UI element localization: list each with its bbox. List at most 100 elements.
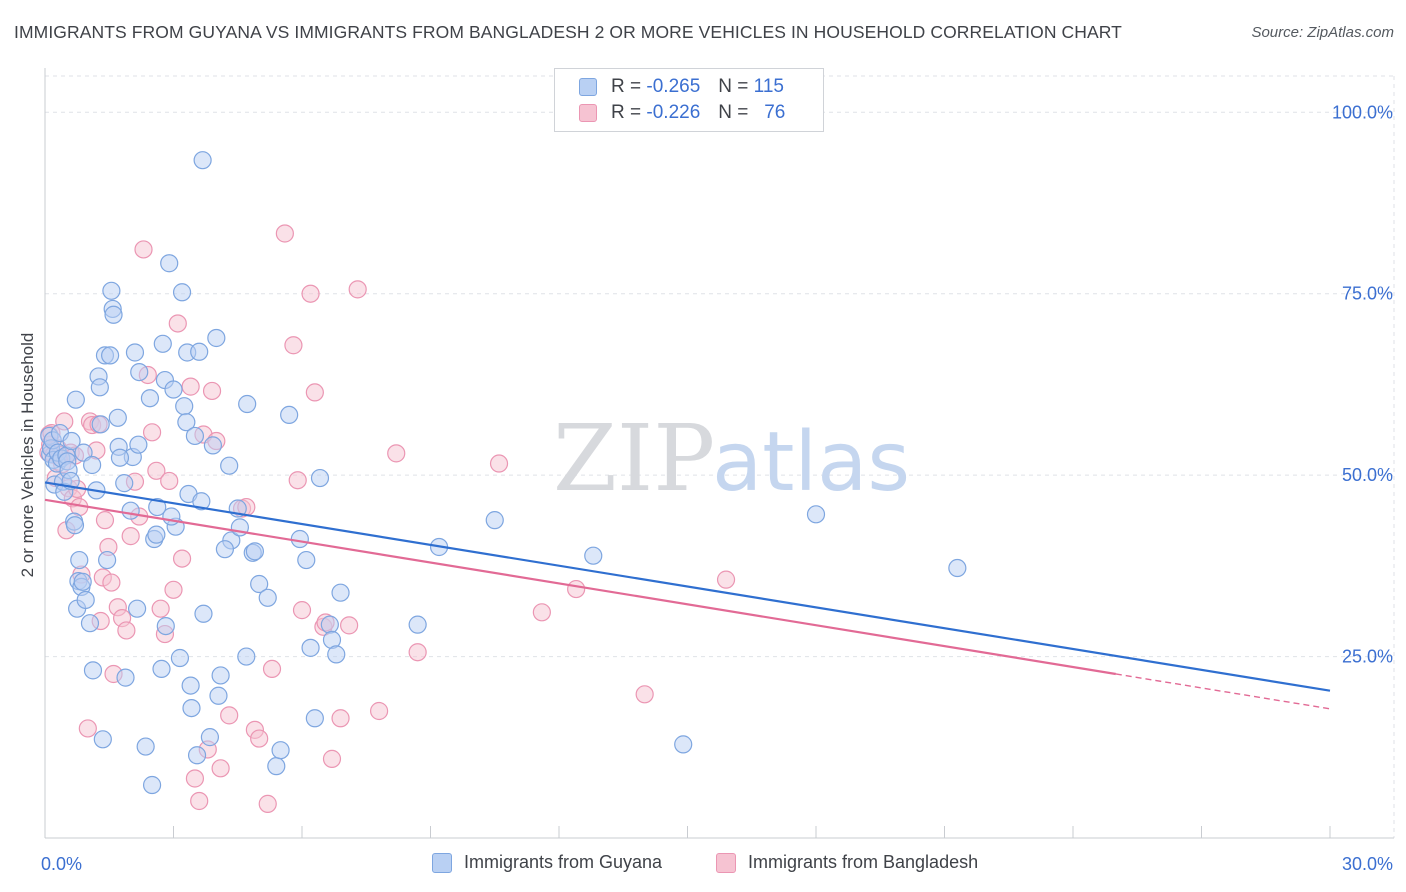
legend-n-label: N = xyxy=(718,102,749,123)
bangladesh-point xyxy=(78,719,97,738)
guyana-point xyxy=(83,455,102,475)
guyana-point xyxy=(177,413,196,432)
bangladesh-point xyxy=(322,749,342,768)
guyana-point xyxy=(73,572,92,591)
bangladesh-point xyxy=(284,336,303,355)
bangladesh-point xyxy=(288,471,307,490)
guyana-point xyxy=(327,645,346,664)
guyana-point xyxy=(301,638,320,657)
guyana-point xyxy=(258,588,277,607)
guyana-point xyxy=(237,647,256,666)
bangladesh-point xyxy=(142,423,162,442)
bangladesh-point xyxy=(185,769,205,788)
y-tick-label: 75.0% xyxy=(1342,284,1393,304)
x-tick-labels: 0.0% 30.0% xyxy=(41,854,1393,874)
bangladesh-point xyxy=(408,643,427,662)
bangladesh-point xyxy=(716,570,736,589)
y-tick-labels: 25.0% 50.0% 75.0% 100.0% xyxy=(1332,102,1393,666)
guyana-point xyxy=(156,616,175,636)
bangladesh-point xyxy=(258,794,277,813)
guyana-point xyxy=(104,305,123,324)
guyana-point xyxy=(245,542,264,561)
x-tick-label-min: 0.0% xyxy=(41,854,82,874)
guyana-point xyxy=(238,394,257,414)
trend-line-bangladesh-extrapolated xyxy=(1115,673,1331,710)
bangladesh-point xyxy=(348,280,367,299)
guyana-point xyxy=(125,343,145,362)
guyana-point xyxy=(93,730,112,749)
trend-lines xyxy=(44,481,1331,710)
legend-n-value-bangladesh: 76 xyxy=(764,102,786,123)
guyana-point xyxy=(147,525,166,544)
guyana-point xyxy=(187,746,207,765)
legend-item-bangladesh[interactable]: Immigrants from Bangladesh xyxy=(716,852,978,873)
guyana-point xyxy=(182,698,201,718)
legend-swatch-bangladesh xyxy=(579,104,597,122)
guyana-point xyxy=(193,151,212,170)
bangladesh-point xyxy=(168,314,187,333)
bangladesh-point xyxy=(489,454,509,473)
guyana-point xyxy=(136,737,155,756)
guyana-point xyxy=(408,615,427,634)
guyana-point xyxy=(485,511,504,530)
bangladesh-point xyxy=(190,791,209,811)
y-axis-label: 2 or more Vehicles in Household xyxy=(18,332,37,578)
guyana-point xyxy=(76,590,95,610)
guyana-point xyxy=(271,741,290,760)
guyana-point xyxy=(160,254,179,273)
guyana-point xyxy=(101,346,120,365)
bangladesh-point xyxy=(275,224,294,243)
guyana-point xyxy=(140,389,160,408)
guyana-point xyxy=(162,507,181,526)
bangladesh-point xyxy=(567,579,586,599)
guyana-point xyxy=(102,281,121,300)
watermark-zip: ZIP xyxy=(553,405,715,512)
series-legend: Immigrants from Guyana Immigrants from B… xyxy=(0,852,1406,876)
guyana-point xyxy=(267,757,286,776)
guyana-point xyxy=(91,415,110,434)
series-bangladesh-points xyxy=(39,224,736,813)
guyana-point xyxy=(320,615,339,634)
bangladesh-point xyxy=(305,383,324,402)
guyana-point xyxy=(211,666,230,685)
guyana-point xyxy=(948,558,967,578)
legend-row-bangladesh: R = -0.226 N = 76 xyxy=(579,101,785,125)
bangladesh-point xyxy=(250,729,269,748)
guyana-point xyxy=(70,550,89,570)
legend-row-guyana: R = -0.265 N = 115 xyxy=(579,75,784,99)
source-label: Source: ZipAtlas.com xyxy=(1251,24,1394,41)
guyana-point xyxy=(115,474,134,493)
guyana-point xyxy=(66,390,85,409)
legend-label-guyana: Immigrants from Guyana xyxy=(464,852,663,872)
guyana-point xyxy=(207,328,226,348)
legend-label-bangladesh: Immigrants from Bangladesh xyxy=(748,852,979,872)
guyana-point xyxy=(305,709,324,728)
legend-swatch-bangladesh xyxy=(716,852,736,873)
guyana-point xyxy=(200,728,220,747)
guyana-point xyxy=(185,426,205,446)
guyana-point xyxy=(280,405,299,425)
bangladesh-point xyxy=(387,444,406,463)
guyana-point xyxy=(129,435,148,454)
legend-swatch-guyana xyxy=(432,852,452,873)
bangladesh-point xyxy=(202,381,222,401)
legend-n-value-guyana: 115 xyxy=(753,76,784,97)
bangladesh-point xyxy=(331,709,350,728)
bangladesh-point xyxy=(292,601,312,620)
bangladesh-point xyxy=(172,549,192,568)
guyana-point xyxy=(194,604,213,623)
chart-title: IMMIGRANTS FROM GUYANA VS IMMIGRANTS FRO… xyxy=(14,22,1122,42)
guyana-point xyxy=(181,676,200,695)
legend-r-value-bangladesh: -0.226 xyxy=(646,102,701,123)
legend-item-guyana[interactable]: Immigrants from Guyana xyxy=(432,852,662,873)
guyana-point xyxy=(74,443,93,462)
guyana-point xyxy=(331,583,350,602)
y-tick-label: 50.0% xyxy=(1342,465,1393,485)
guyana-point xyxy=(297,550,316,570)
guyana-point xyxy=(192,492,211,511)
y-tick-label: 100.0% xyxy=(1332,102,1393,122)
watermark: ZIP atlas xyxy=(553,405,910,512)
bangladesh-point xyxy=(147,461,166,480)
guyana-point xyxy=(130,362,149,382)
